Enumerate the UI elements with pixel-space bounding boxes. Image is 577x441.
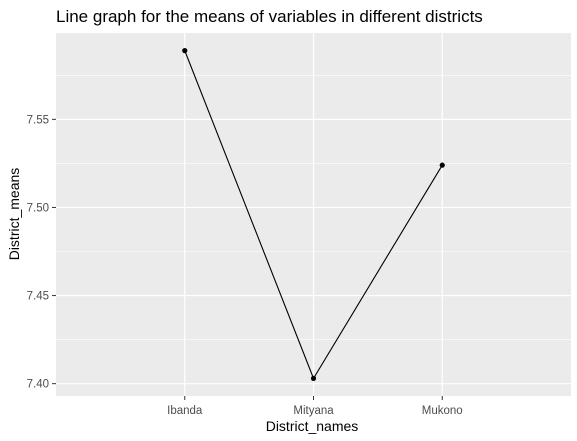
x-axis-title: District_names xyxy=(266,418,359,434)
data-point xyxy=(439,162,445,168)
x-tick-label: Mityana xyxy=(293,405,334,417)
data-point xyxy=(182,48,188,54)
y-axis-title: District_means xyxy=(6,168,22,261)
x-tick-label: Ibanda xyxy=(167,405,203,417)
y-tick-label: 7.55 xyxy=(27,114,49,126)
y-axis: 7.40 7.45 7.50 7.55 xyxy=(27,114,56,391)
x-axis: Ibanda Mityana Mukono xyxy=(167,396,463,417)
y-tick-label: 7.50 xyxy=(27,202,49,214)
chart-title: Line graph for the means of variables in… xyxy=(56,7,483,26)
x-tick-label: Mukono xyxy=(422,405,463,417)
data-point xyxy=(310,375,317,381)
y-tick-label: 7.40 xyxy=(27,379,49,391)
data-points xyxy=(182,48,445,381)
y-tick-label: 7.45 xyxy=(27,291,49,303)
major-gridlines xyxy=(56,33,571,396)
